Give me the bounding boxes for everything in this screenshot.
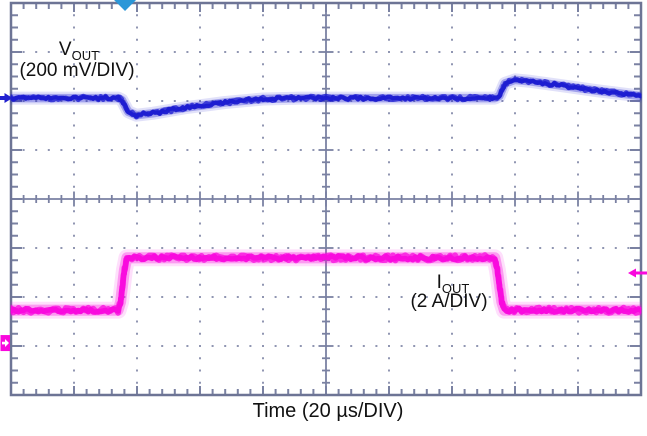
graticule	[9, 1, 643, 397]
trigger-marker-icon	[114, 0, 137, 11]
iout-level-marker-icon	[628, 268, 647, 278]
vout-channel-label-sub: OUT	[71, 47, 100, 63]
time-axis-label: Time (20 µs/DIV)	[252, 400, 404, 422]
iout-trace	[10, 249, 642, 319]
vout-channel-label-main: V	[58, 39, 72, 60]
iout-channel-label-sub: OUT	[441, 280, 470, 296]
iout-channel-label-main: I	[436, 272, 442, 293]
iout-scale-label: (2 A/DIV)	[410, 291, 488, 312]
vout-scale-label: (200 mV/DIV)	[19, 60, 135, 81]
vout-trace	[10, 73, 642, 122]
vout-channel-label: VOUT	[58, 39, 100, 63]
iout-zero-marker-icon	[0, 335, 10, 352]
vout-zero-marker-icon	[0, 93, 13, 104]
iout-channel-label: IOUT	[436, 272, 470, 296]
